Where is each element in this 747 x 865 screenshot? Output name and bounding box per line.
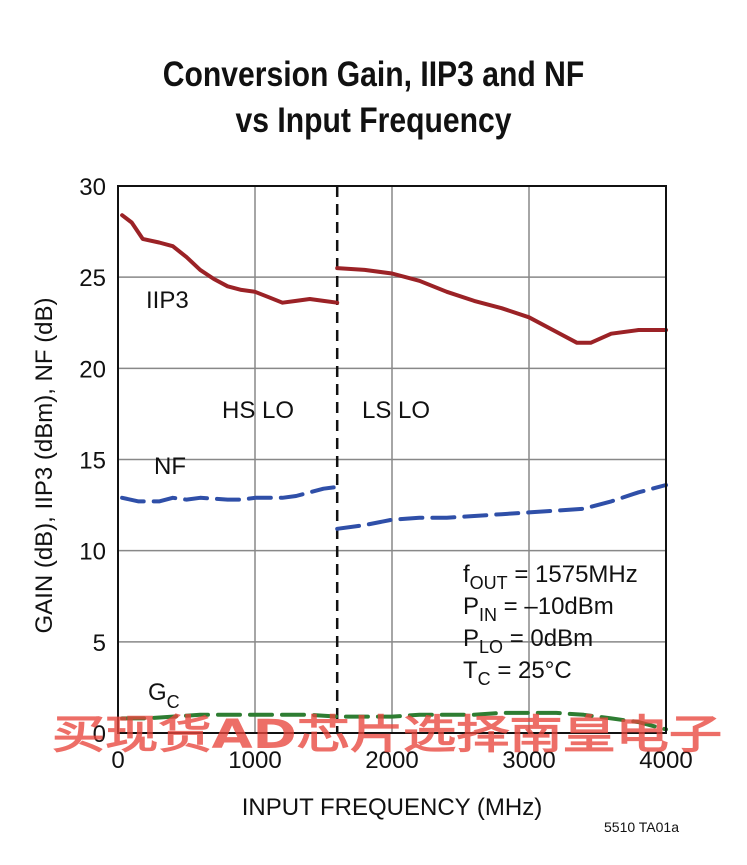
chart-title-line2: vs Input Frequency bbox=[235, 101, 512, 140]
series-1-line-segment bbox=[335, 483, 668, 531]
series-0-line-segment bbox=[335, 266, 668, 345]
condition-line: fOUT = 1575MHz bbox=[463, 561, 638, 593]
y-tick-label: 10 bbox=[79, 539, 106, 566]
condition-value: = –10dBm bbox=[497, 593, 614, 620]
series-label-iip3: IIP3 bbox=[146, 287, 189, 314]
y-tick-label: 30 bbox=[79, 174, 106, 201]
chart-title-line1: Conversion Gain, IIP3 and NF bbox=[162, 55, 585, 94]
region-label-ls-lo: LS LO bbox=[362, 397, 430, 424]
x-tick-label: 1000 bbox=[228, 747, 281, 774]
condition-subscript: LO bbox=[479, 637, 503, 657]
condition-subscript: IN bbox=[479, 605, 497, 625]
condition-line: PIN = –10dBm bbox=[463, 593, 614, 625]
y-tick-label: 20 bbox=[79, 356, 106, 383]
y-tick-label: 5 bbox=[93, 630, 106, 657]
condition-symbol: f bbox=[463, 561, 470, 588]
plot-frame bbox=[117, 185, 667, 734]
gc-subscript: C bbox=[167, 692, 180, 712]
series-layer bbox=[120, 213, 668, 732]
series-label-gc: GC bbox=[148, 679, 180, 712]
x-axis-label: INPUT FREQUENCY (MHz) bbox=[242, 794, 542, 821]
region-label-hs-lo: HS LO bbox=[222, 397, 294, 424]
y-tick-label: 15 bbox=[79, 448, 106, 475]
y-tick-label: 25 bbox=[79, 265, 106, 292]
watermark-text: 买现货AD芯片选择南皇电子 bbox=[52, 712, 722, 758]
condition-subscript: C bbox=[478, 669, 491, 689]
condition-value: = 1575MHz bbox=[508, 561, 638, 588]
condition-line: TC = 25°C bbox=[463, 657, 572, 689]
series-1-line-segment bbox=[120, 484, 340, 504]
series-0-line-segment bbox=[120, 213, 340, 305]
figure-code: 5510 TA01a bbox=[604, 819, 679, 835]
condition-symbol: T bbox=[463, 657, 478, 684]
condition-value: = 0dBm bbox=[503, 625, 593, 652]
condition-subscript: OUT bbox=[470, 573, 508, 593]
y-tick-label: 0 bbox=[93, 721, 106, 748]
condition-line: PLO = 0dBm bbox=[463, 625, 593, 657]
series-label-nf: NF bbox=[154, 453, 186, 480]
x-tick-label: 0 bbox=[111, 747, 124, 774]
condition-symbol: P bbox=[463, 593, 479, 620]
series-2-line-segment bbox=[120, 710, 668, 732]
condition-value: = 25°C bbox=[491, 657, 572, 684]
x-tick-label: 2000 bbox=[365, 747, 418, 774]
gc-main: G bbox=[148, 679, 167, 706]
x-tick-label: 4000 bbox=[639, 747, 692, 774]
ticks: 0 1000 2000 3000 4000 0 5 10 15 20 25 30 bbox=[79, 174, 692, 774]
x-tick-label: 3000 bbox=[502, 747, 555, 774]
condition-symbol: P bbox=[463, 625, 479, 652]
y-axis-label: GAIN (dB), IIP3 (dBm), NF (dB) bbox=[31, 297, 58, 633]
